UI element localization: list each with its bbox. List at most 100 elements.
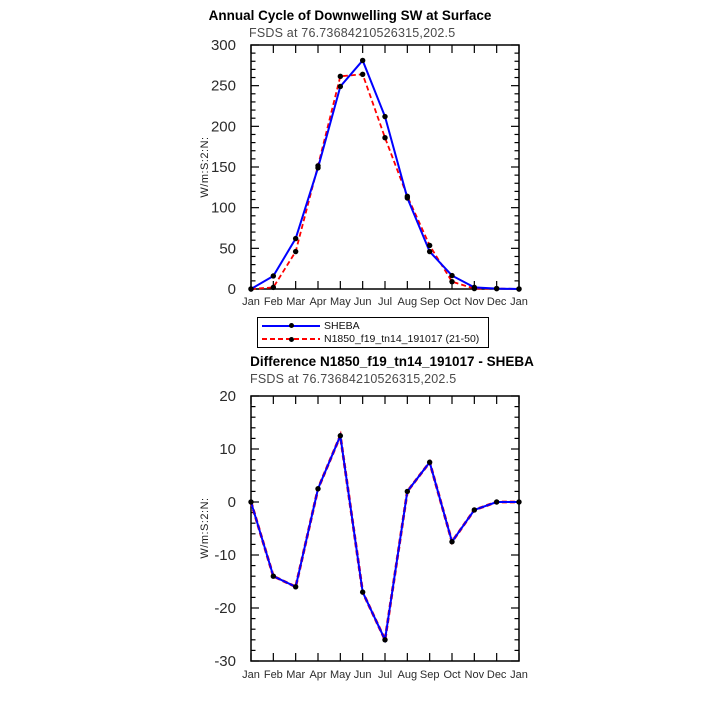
data-point <box>359 57 366 64</box>
x-tick-label: Aug <box>398 669 418 681</box>
y-tick-label: 150 <box>211 159 236 176</box>
data-point <box>493 285 500 292</box>
data-point <box>404 488 411 495</box>
y-tick-label: 100 <box>211 200 236 217</box>
marker-dot-icon <box>288 323 294 329</box>
y-tick-label: 0 <box>228 494 236 511</box>
data-point <box>471 284 478 291</box>
data-point <box>337 73 344 80</box>
chart2-yaxis-label: W/m:S:2:N: <box>199 497 211 559</box>
data-point <box>382 637 388 643</box>
data-point <box>404 193 411 199</box>
x-tick-label: Sep <box>420 296 440 308</box>
legend: SHEBA N1850_f19_tn14_191017 (21-50) <box>257 317 489 348</box>
legend-item-sheba: SHEBA <box>260 319 486 332</box>
x-tick-label: Jan <box>510 669 528 681</box>
x-tick-label: Dec <box>487 669 507 681</box>
x-tick-label: Apr <box>309 669 326 681</box>
y-tick-label: 250 <box>211 78 236 95</box>
series-n1850-f19-tn14-191017-21-50 <box>250 73 520 290</box>
legend-label-model: N1850_f19_tn14_191017 (21-50) <box>324 333 480 346</box>
y-tick-label: 0 <box>228 281 236 298</box>
y-tick-label: 10 <box>219 441 236 458</box>
x-tick-label: Apr <box>309 296 326 308</box>
series-lines <box>249 430 519 645</box>
data-point <box>516 286 522 292</box>
data-point <box>426 242 433 249</box>
data-point <box>471 285 478 292</box>
data-point <box>404 195 411 201</box>
data-point <box>426 459 433 465</box>
data-point <box>382 135 388 141</box>
x-tick-label: Jun <box>354 296 372 308</box>
x-tick-label: Sep <box>420 669 440 681</box>
x-tick-label: Aug <box>398 296 418 308</box>
x-tick-label: Jan <box>242 669 260 681</box>
x-tick-label: May <box>330 296 351 308</box>
x-tick-label: Jul <box>378 669 392 681</box>
axes <box>250 395 520 662</box>
data-point <box>315 165 321 171</box>
x-tick-label: Jul <box>378 296 392 308</box>
data-point <box>270 273 277 279</box>
data-point <box>493 499 500 505</box>
data-point <box>270 284 277 291</box>
data-point <box>270 573 277 579</box>
data-point <box>493 285 500 292</box>
data-point <box>359 589 366 595</box>
series-n1850-f19-tn14-191017-sheba <box>250 432 519 644</box>
y-tick-label: 20 <box>219 388 236 405</box>
data-point <box>382 113 388 120</box>
data-point <box>292 248 299 255</box>
tick-labels: Jan Feb Mar Apr May Jun Jul Aug Sep Oct Nov Dec Jan-… <box>214 388 528 681</box>
y-tick-label: 50 <box>219 240 236 257</box>
model-line-sample <box>260 333 322 346</box>
data-point <box>315 163 321 169</box>
x-tick-label: Mar <box>286 296 305 308</box>
chart1-title: Annual Cycle of Downwelling SW at Surfac… <box>208 8 492 23</box>
y-tick-label: 200 <box>211 118 236 135</box>
data-point <box>359 71 366 77</box>
x-tick-label: Nov <box>465 296 485 308</box>
chart2-title: Difference N1850_f19_tn14_191017 - SHEBA <box>250 354 534 369</box>
chart1-subtitle: FSDS at 76.73684210526315,202.5 <box>249 26 456 40</box>
data-point <box>292 584 299 590</box>
x-tick-label: Jan <box>242 296 260 308</box>
data-point <box>471 507 478 513</box>
legend-item-model: N1850_f19_tn14_191017 (21-50) <box>260 333 486 346</box>
series-underlay <box>249 430 519 645</box>
sheba-line-sample <box>260 319 322 332</box>
tick-labels: Jan Feb Mar Apr May Jun Jul Aug Sep Oct Nov Dec Jan0… <box>211 37 528 308</box>
plot-frame <box>250 395 520 662</box>
series-lines <box>250 58 520 290</box>
data-point <box>337 433 344 439</box>
x-tick-label: Mar <box>286 669 305 681</box>
x-tick-label: Feb <box>264 669 283 681</box>
x-tick-label: Oct <box>443 669 460 681</box>
data-point <box>248 286 254 292</box>
data-point <box>516 286 522 292</box>
data-point <box>337 83 344 90</box>
data-point <box>248 499 254 505</box>
x-tick-label: Oct <box>443 296 460 308</box>
plot-frame <box>250 44 520 290</box>
x-tick-label: Dec <box>487 296 507 308</box>
chart1-yaxis-label: W/m:S:2:N: <box>199 136 211 198</box>
data-point <box>315 486 321 492</box>
y-tick-label: -10 <box>214 547 236 564</box>
series-sheba <box>250 58 520 290</box>
x-tick-label: Jan <box>510 296 528 308</box>
data-point <box>426 248 433 255</box>
data-point <box>292 235 299 242</box>
data-markers <box>248 433 522 643</box>
data-markers <box>248 57 522 292</box>
data-point <box>449 278 455 285</box>
data-point <box>248 286 254 292</box>
data-point <box>516 499 522 505</box>
x-tick-label: Feb <box>264 296 283 308</box>
marker-dot-icon <box>288 336 294 342</box>
legend-label-sheba: SHEBA <box>324 319 360 332</box>
y-tick-label: -20 <box>214 600 236 617</box>
y-tick-label: 300 <box>211 37 236 54</box>
